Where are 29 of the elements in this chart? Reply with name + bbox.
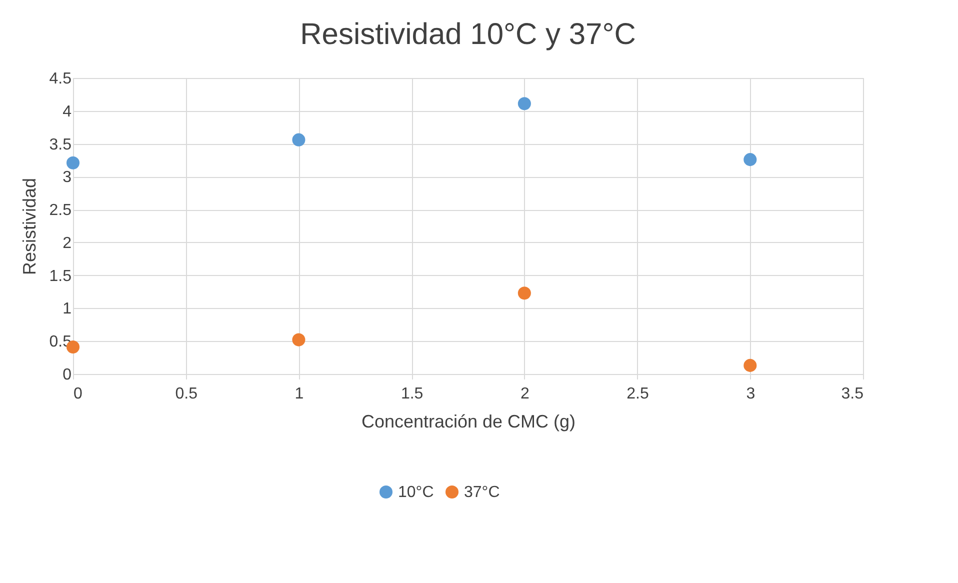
x-tick-label: 3.5 <box>841 386 864 402</box>
x-tick-label: 1 <box>294 386 304 402</box>
y-tick-label: 1.5 <box>49 268 72 285</box>
point <box>744 153 757 166</box>
legend-label: 10°C <box>398 484 434 501</box>
x-tick-label: 2.5 <box>626 386 650 402</box>
x-tick-label: 1.5 <box>400 386 424 402</box>
y-tick-label: 4 <box>62 103 72 120</box>
legend-label: 37°C <box>464 484 500 501</box>
y-tick-label: 0 <box>62 366 72 384</box>
y-tick-label: 2 <box>62 234 72 252</box>
point <box>744 358 757 372</box>
point <box>66 156 80 170</box>
x-tick-label: 0.5 <box>175 386 198 402</box>
y-tick-label: 3 <box>62 169 72 186</box>
y-tick-label: 1 <box>62 300 72 318</box>
y-tick-label: 3.5 <box>49 136 72 154</box>
point <box>518 97 531 110</box>
x-tick-label: 3 <box>746 386 756 402</box>
point <box>292 333 306 346</box>
y-tick-label: 4.5 <box>49 70 72 88</box>
chart-title: Resistividad 10°C y 37°C <box>300 18 636 51</box>
point <box>518 286 531 300</box>
y-axis-title: Resistividad <box>19 178 40 276</box>
point <box>292 133 306 146</box>
x-tick-label: 2 <box>520 386 530 402</box>
y-tick-label: 2.5 <box>49 202 72 220</box>
x-tick-label: 0 <box>74 386 82 402</box>
x-axis-title: Concentración de CMC (g) <box>361 412 576 432</box>
